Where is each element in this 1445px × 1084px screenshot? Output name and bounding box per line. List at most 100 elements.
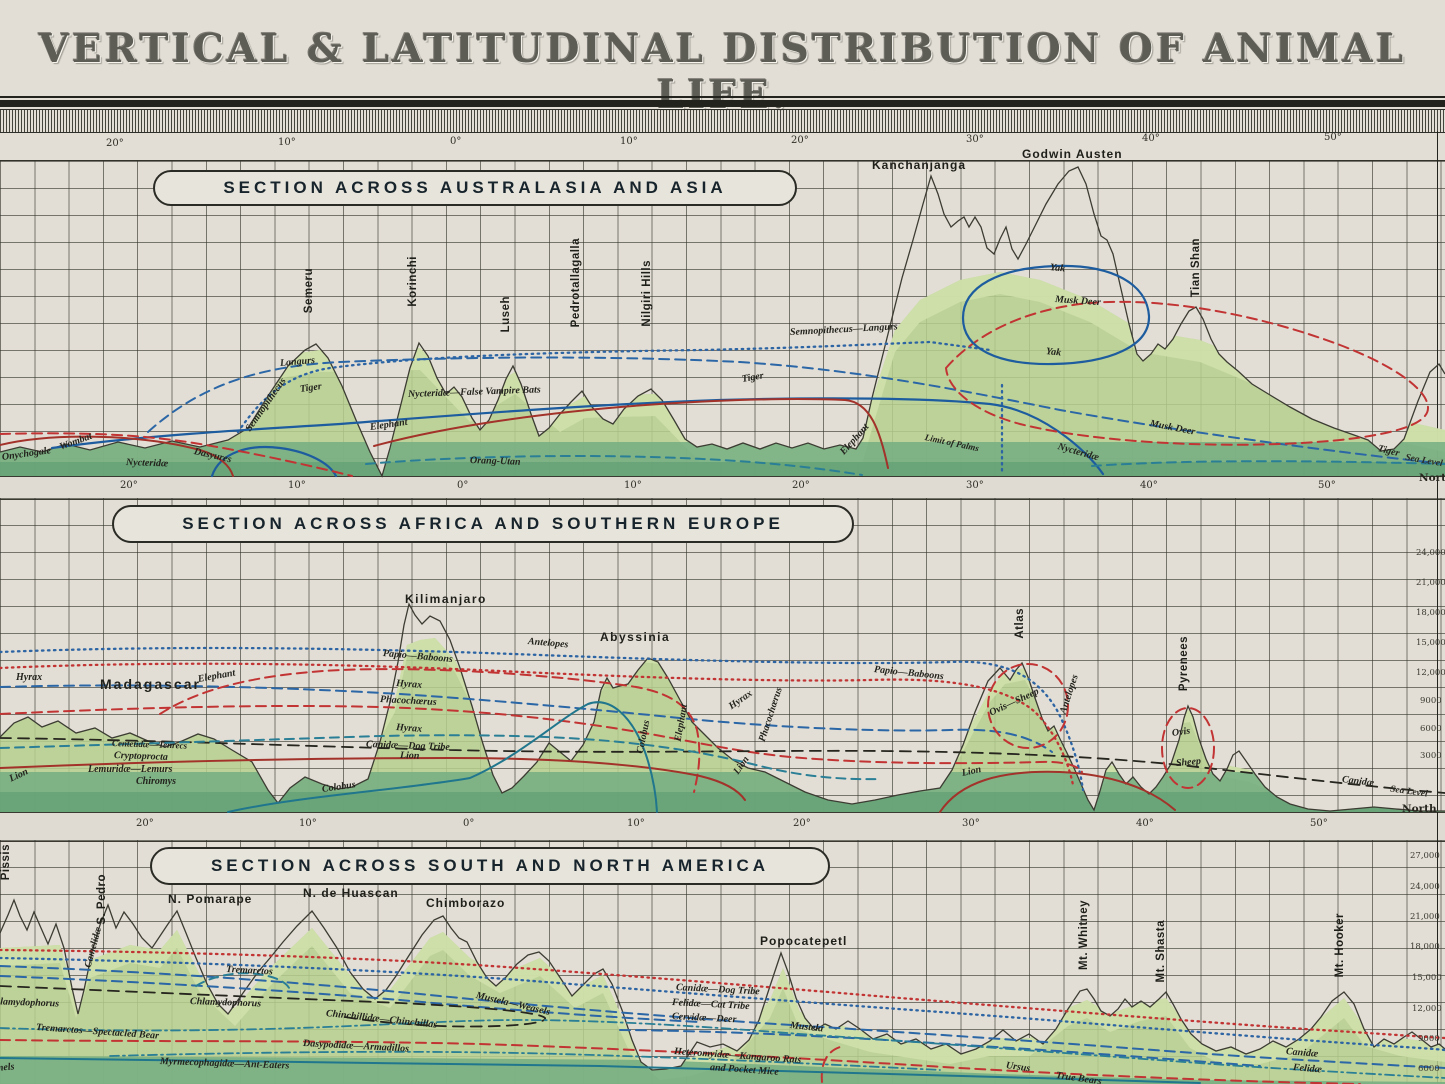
peak-label-pissis: Pissis (0, 844, 12, 881)
range-line-nycteridae (50, 397, 1105, 476)
s2-axis-value: 15,000 (1416, 638, 1445, 648)
s1-tick: 10° (288, 480, 306, 491)
peak-label-mt-whitney: Mt. Whitney (1078, 900, 1090, 971)
range-label-hyrax-mid-lower: Hyrax (395, 722, 423, 735)
range-line-hyrax-lower (0, 734, 881, 781)
range-label-hyrax-mid-upper: Hyrax (395, 678, 423, 691)
range-label-orang-utan: Orang-Utan (469, 455, 521, 468)
range-label-yak-bottom: Yak (1045, 346, 1062, 359)
s2-axis-value: 21,000 (1416, 578, 1445, 588)
range-label-chlamydophorus-cut: Chlamydophorus (0, 996, 60, 1010)
s3-axis-value: 6000 (1418, 1064, 1440, 1074)
range-line-lion-atlas (939, 770, 1176, 813)
range-line-ursus-true-bears (0, 1039, 1361, 1084)
peak-label-n-pomarape: N. Pomarape (168, 892, 253, 906)
peak-label-godwin-austen: Godwin Austen (1022, 147, 1123, 161)
range-line-dasyures (0, 432, 353, 477)
top-tick: 10° (620, 136, 638, 147)
s3-axis-value: 24,000 (1410, 882, 1440, 892)
peak-label-kilimanjaro: Kilimanjaro (405, 592, 487, 606)
place-label-madagascar: Madagascar (100, 676, 201, 692)
range-line-cervidae-deer (0, 975, 701, 1023)
range-label-yak-top: Yak (1049, 262, 1066, 275)
range-line-yak (961, 264, 1151, 366)
range-line-semnopithecus-langurs (236, 340, 992, 434)
peak-label-mt-hooker: Mt. Hooker (1334, 913, 1346, 978)
terrain-profile-section-2 (0, 602, 1445, 812)
peak-label-kanchanjanga: Kanchanjanga (872, 158, 967, 172)
range-line-lion (0, 756, 746, 801)
range-line-nycteridae-left (210, 445, 338, 478)
s2-axis-value: 12,000 (1416, 668, 1445, 678)
section-1-title: SECTION ACROSS AUSTRALASIA AND ASIA (153, 170, 797, 206)
range-line-tremarctos-spectacled-bear (0, 1019, 1445, 1079)
range-lines-section-1 (0, 264, 1445, 478)
range-loop-ovis-sheep-pyrenees (1161, 707, 1215, 789)
s2-axis-value: 24,000 (1416, 548, 1445, 558)
rule-thin (0, 96, 1445, 98)
s3-axis-value: 18,000 (1410, 942, 1440, 952)
s2-tick: 10° (627, 818, 645, 829)
range-lines-section-3 (0, 948, 1445, 1084)
range-line-colobus (227, 701, 658, 813)
north-label-1: North (1419, 472, 1445, 484)
range-label-lion-mid: Lion (399, 750, 420, 762)
s2-tick: 40° (1136, 818, 1154, 829)
s2-axis-value: 6000 (1420, 724, 1442, 734)
s3-axis-value: 21,000 (1410, 912, 1440, 922)
section-3-title: SECTION ACROSS SOUTH AND NORTH AMERICA (150, 847, 830, 885)
range-line-myrmecophagidae-ant-eaters (0, 1057, 1201, 1084)
top-tick: 0° (450, 136, 462, 147)
peak-label-popocatepetl: Popocatepetl (760, 934, 848, 948)
s1-tick: 10° (624, 480, 642, 491)
peak-label-mt-shasta: Mt. Shasta (1155, 920, 1167, 983)
section-2-title: SECTION ACROSS AFRICA AND SOUTHERN EUROP… (112, 505, 854, 543)
s1-tick: 20° (120, 480, 138, 491)
range-label-nycteridae-left: Nycteridæ (125, 457, 169, 470)
s1-tick: 20° (792, 480, 810, 491)
peak-label-nilgiri-hills: Nilgiri Hills (641, 260, 653, 327)
rule-thick (0, 100, 1445, 107)
peak-label-s-pedro: S. Pedro (96, 874, 108, 925)
range-label-lemuridae-lemurs: Lemuridæ—Lemurs (88, 764, 173, 775)
top-tick: 50° (1324, 132, 1342, 143)
scale-band-1 (0, 476, 1445, 500)
s2-axis-value: 9000 (1420, 696, 1442, 706)
range-line-elephant (373, 398, 889, 469)
range-lines-section-2 (0, 646, 1445, 813)
peak-label-atlas: Atlas (1014, 608, 1026, 639)
s1-tick: 0° (457, 480, 469, 491)
ruler-hatch-band (0, 109, 1445, 133)
plate-title: VERTICAL & LATITUDINAL DISTRIBUTION OF A… (38, 26, 1407, 118)
range-line-dasypodidae-armadillos (109, 1050, 941, 1071)
peak-label-chimborazo: Chimborazo (426, 896, 506, 910)
peak-label-luseh: Luseh (500, 296, 512, 333)
s2-tick: 20° (136, 818, 154, 829)
s3-axis-value: 12,000 (1412, 1004, 1442, 1014)
scale-band-2 (0, 812, 1445, 842)
range-line-teal-right (1091, 460, 1445, 467)
s2-tick: 0° (463, 818, 475, 829)
s3-axis-value: 15,000 (1412, 973, 1442, 983)
range-line-onychogale (0, 435, 234, 477)
range-label-chiromys: Chiromys (136, 776, 177, 787)
terrain-profile-section-1 (0, 166, 1445, 478)
peak-label-pedrotallagalla: Pedrotallagalla (570, 238, 582, 328)
s2-tick: 50° (1310, 818, 1328, 829)
range-line-orang-utan (365, 455, 863, 476)
peak-label-tian-shan: Tian Shan (1190, 238, 1202, 298)
top-tick: 30° (966, 134, 984, 145)
right-frame-line (1437, 131, 1438, 1084)
range-line-red-curl (820, 1045, 846, 1083)
terrain-profile-section-3 (0, 898, 1445, 1071)
range-line-canidae-dog-tribe-2 (0, 737, 1445, 794)
top-tick: 10° (278, 137, 296, 148)
range-line-papio-baboons (0, 662, 1075, 787)
peak-label-abyssinia: Abyssinia (600, 630, 671, 644)
range-line-mustela-weasels (0, 965, 1445, 1069)
range-line-tiger (147, 356, 1445, 465)
s2-tick: 10° (299, 818, 317, 829)
range-line-phacochoerus (0, 704, 1083, 773)
range-line-chlamydophorus (0, 985, 546, 1028)
range-label-sheep-pyrenees: Sheep (1175, 755, 1202, 769)
